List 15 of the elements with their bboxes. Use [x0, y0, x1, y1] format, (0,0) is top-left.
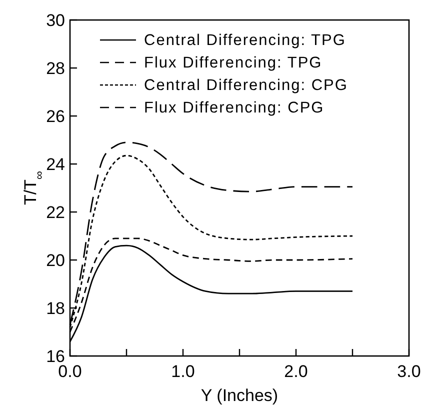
x-axis-title: Y (Inches) — [200, 386, 278, 405]
x-tick-label: 1.0 — [171, 362, 195, 381]
y-tick-label: 26 — [46, 107, 65, 126]
y-tick-label: 30 — [46, 11, 65, 30]
x-tick-label: 2.0 — [284, 362, 308, 381]
y-tick-label: 22 — [46, 203, 65, 222]
legend-label: Flux Differencing: CPG — [144, 100, 324, 116]
legend-label: Central Differencing: TPG — [144, 32, 346, 49]
legend-label: Flux Differencing: TPG — [144, 54, 322, 72]
y-tick-label: 20 — [46, 251, 65, 270]
y-tick-label: 28 — [46, 59, 65, 78]
y-tick-label: 18 — [46, 299, 65, 318]
legend-label: Central Differencing: CPG — [144, 77, 348, 94]
x-tick-label: 3.0 — [397, 362, 421, 381]
y-tick-label: 24 — [46, 155, 65, 174]
